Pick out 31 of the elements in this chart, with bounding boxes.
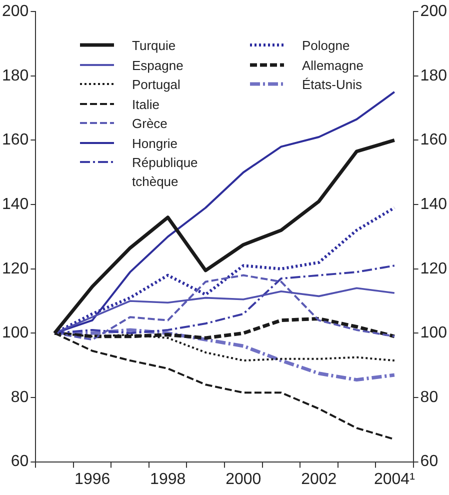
y2-tick-label: 180 (420, 67, 448, 84)
y-tick-label: 60 (10, 453, 29, 470)
legend-label: Portugal (132, 76, 182, 94)
y2-tick-label: 80 (420, 388, 438, 406)
x-tick-label: 2000 (226, 470, 262, 488)
y-tick-label: 140 (2, 196, 29, 213)
y-tick-label: 100 (2, 324, 29, 342)
y2-tick-label: 200 (420, 3, 448, 20)
legend-label: Turquie (132, 37, 177, 55)
y-tick-label: 200 (2, 3, 29, 20)
legend-label: Espagne (132, 56, 184, 74)
y-tick-label: 120 (2, 260, 29, 278)
y2-tick-label: 120 (420, 260, 448, 278)
legend-label: Pologne (302, 37, 351, 55)
x-tick-label: 2004¹ (374, 470, 415, 488)
x-tick-label: 1998 (150, 470, 186, 488)
y2-tick-label: 60 (420, 453, 438, 470)
legend-label: Allemagne (302, 56, 364, 74)
y2-tick-label: 160 (420, 132, 448, 149)
legend-label: Grèce (132, 115, 168, 133)
y-tick-label: 160 (2, 132, 29, 149)
y-tick-label: 80 (10, 388, 29, 406)
legend-label: Italie (132, 96, 160, 114)
legend-label: États-Unis (302, 76, 363, 94)
legend-label: République tchèque (132, 154, 199, 191)
legend-label: Hongrie (132, 134, 179, 152)
x-tick-label: 1996 (74, 470, 110, 488)
x-tick-label: 2002 (301, 470, 337, 488)
y-tick-label: 180 (2, 67, 29, 84)
y2-tick-label: 100 (420, 324, 448, 342)
y2-tick-label: 140 (420, 196, 448, 213)
